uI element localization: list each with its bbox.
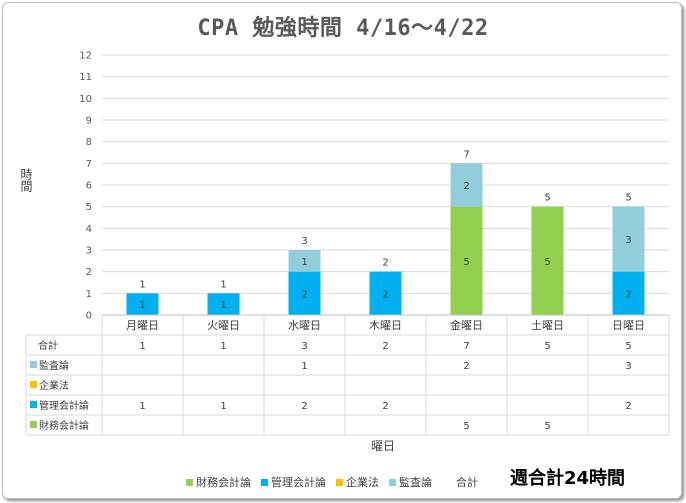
table-cell: 7 (463, 341, 469, 352)
table-cell: 3 (625, 361, 631, 372)
x-tick-label: 水曜日 (288, 319, 321, 332)
bar-segment (369, 271, 402, 315)
table-cell: 2 (382, 341, 388, 352)
bar-data-label: 3 (625, 235, 631, 246)
bar-data-label: 2 (463, 181, 469, 192)
y-tick-label: 5 (86, 202, 92, 213)
table-cell: 5 (544, 421, 550, 432)
bar-data-label: 5 (544, 257, 550, 268)
bar-segment (450, 163, 483, 207)
total-data-label: 3 (301, 236, 307, 247)
bar-segment (531, 206, 564, 315)
x-tick-label: 日曜日 (612, 319, 645, 332)
total-data-label: 5 (544, 193, 550, 204)
legend-label-management: 管理会計論 (271, 476, 326, 489)
legend-item-management: 管理会計論 (261, 474, 326, 490)
x-tick-label: 木曜日 (369, 319, 402, 332)
bar-data-label: 1 (301, 257, 307, 268)
table-cell: 1 (139, 341, 145, 352)
y-tick-label: 6 (86, 181, 92, 192)
y-tick-label: 1 (86, 289, 92, 300)
y-tick-label: 2 (86, 267, 92, 278)
legend-item-audit: 監査論 (389, 474, 432, 490)
table-row-header: 企業法 (39, 379, 69, 392)
legend: 財務会計論 管理会計論 企業法 監査論 合計 (186, 474, 484, 490)
bar-data-label: 1 (139, 300, 145, 311)
table-row-header: 監査論 (39, 359, 69, 372)
bar-segment (126, 293, 159, 315)
bar-segment (207, 293, 240, 315)
y-tick-label: 4 (86, 224, 92, 235)
legend-swatch-management (261, 478, 268, 486)
table-cell: 5 (625, 341, 631, 352)
y-tick-label: 11 (79, 72, 92, 83)
legend-label-audit: 監査論 (399, 476, 432, 489)
table-row-header: 管理会計論 (39, 399, 89, 412)
table-cell: 5 (463, 421, 469, 432)
table-cell: 2 (382, 401, 388, 412)
legend-label-financial: 財務会計論 (196, 476, 251, 489)
total-data-label: 1 (139, 279, 145, 290)
bar-data-label: 1 (220, 300, 226, 311)
bar-segment (288, 271, 321, 315)
total-data-label: 2 (382, 258, 388, 269)
table-cell: 1 (139, 401, 145, 412)
weekly-total: 週合計24時間 (510, 468, 626, 489)
table-cell: 1 (301, 361, 307, 372)
bar-segment (612, 206, 645, 272)
table-cell: 5 (544, 341, 550, 352)
total-data-label: 1 (220, 279, 226, 290)
y-tick-label: 9 (86, 116, 92, 127)
legend-swatch-corporate-law (336, 478, 343, 486)
bar-data-label: 2 (301, 289, 307, 300)
total-data-label: 5 (625, 193, 631, 204)
legend-label-corporate-law: 企業法 (346, 476, 379, 489)
bar-segment (288, 250, 321, 272)
table-cell: 1 (220, 401, 226, 412)
table-row-swatch (30, 401, 37, 408)
y-tick-label: 8 (86, 137, 92, 148)
table-row-header: 財務会計論 (39, 419, 89, 432)
table-row-header: 合計 (38, 339, 58, 352)
table-cell: 3 (301, 341, 307, 352)
x-tick-label: 火曜日 (207, 319, 240, 332)
table-cell: 2 (463, 361, 469, 372)
x-tick-label: 土曜日 (531, 319, 564, 332)
total-data-label: 7 (463, 149, 469, 160)
bar-segment (450, 206, 483, 315)
y-tick-label: 10 (79, 94, 92, 105)
table-cell: 2 (301, 401, 307, 412)
y-tick-label: 0 (86, 311, 92, 322)
bar-data-label: 5 (463, 257, 469, 268)
table-row-swatch (30, 421, 37, 428)
table-row-swatch (30, 361, 37, 368)
legend-swatch-financial (186, 478, 193, 486)
legend-item-financial: 財務会計論 (186, 474, 251, 490)
legend-total-label: 合計 (456, 476, 478, 489)
x-tick-label: 月曜日 (126, 319, 159, 332)
bar-segment (612, 271, 645, 315)
y-tick-label: 12 (79, 51, 92, 62)
table-row-swatch (30, 381, 37, 388)
bar-data-label: 2 (382, 289, 388, 300)
legend-swatch-audit (389, 478, 396, 486)
x-axis-label: 曜日 (370, 439, 395, 453)
table-cell: 2 (625, 401, 631, 412)
y-tick-label: 7 (86, 159, 92, 170)
y-tick-label: 3 (86, 246, 92, 257)
bar-data-label: 2 (625, 289, 631, 300)
table-cell: 1 (220, 341, 226, 352)
chart-title: CPA 勉強時間 4/16～4/22 (197, 16, 489, 41)
legend-item-corporate-law: 企業法 (336, 474, 379, 490)
x-tick-label: 金曜日 (450, 318, 483, 332)
y-axis-label: 時間 (19, 168, 33, 192)
